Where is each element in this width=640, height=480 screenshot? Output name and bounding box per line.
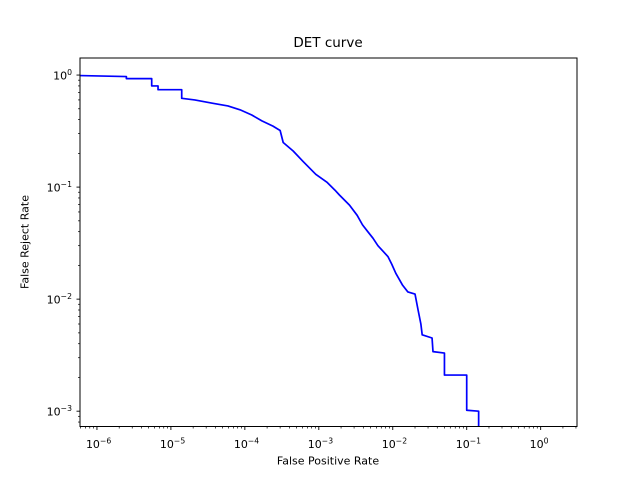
y-tick-label: 100 [53, 68, 72, 83]
y-tick-label: 10−2 [47, 292, 72, 307]
y-tick-label: 10−1 [47, 180, 72, 195]
x-tick-label: 100 [530, 437, 549, 452]
x-tick-label: 10−1 [456, 437, 481, 452]
det-curve-line [80, 74, 480, 427]
chart-title: DET curve [293, 35, 363, 51]
x-tick-label: 10−2 [382, 437, 407, 452]
x-tick-label: 10−5 [160, 437, 185, 452]
y-tick-label: 10−3 [47, 404, 72, 419]
plot-frame [79, 57, 578, 427]
y-axis-label: False Reject Rate [18, 195, 32, 289]
x-tick-label: 10−3 [308, 437, 333, 452]
x-tick-label: 10−6 [86, 437, 111, 452]
x-tick-label: 10−4 [234, 437, 259, 452]
x-axis-label: False Positive Rate [276, 454, 380, 468]
